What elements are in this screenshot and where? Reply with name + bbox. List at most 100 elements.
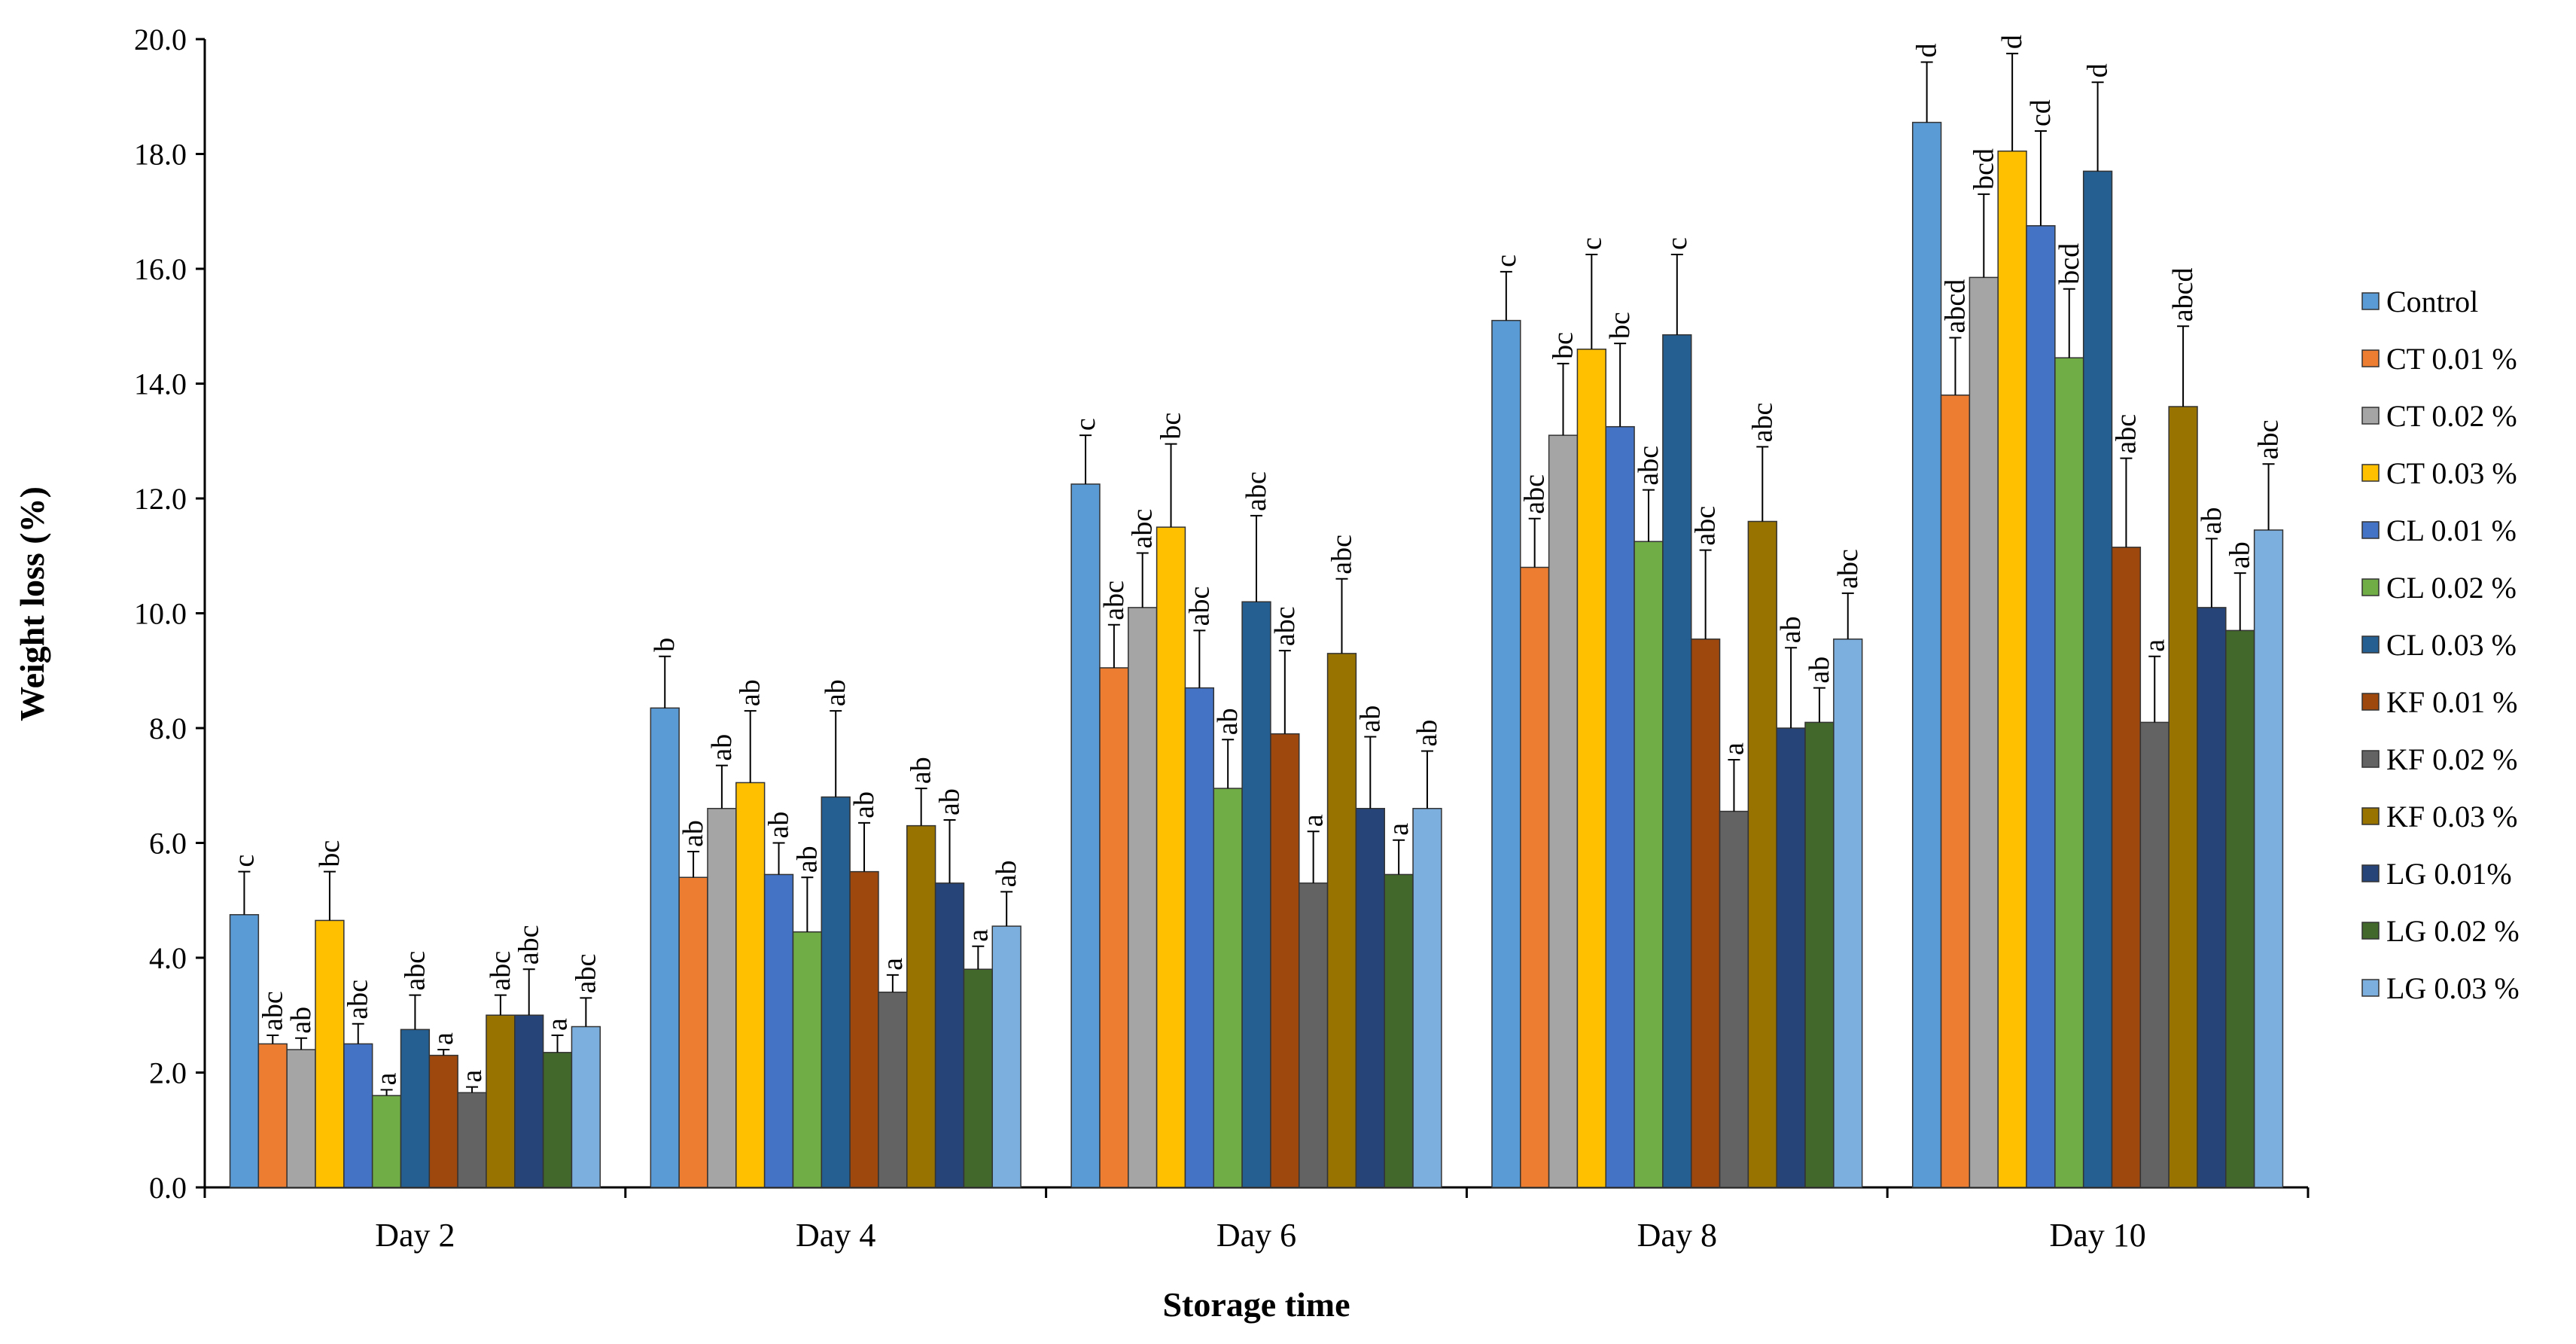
- legend-swatch: [2361, 807, 2380, 825]
- y-tick-label: 14.0: [134, 367, 187, 401]
- bar: [1634, 541, 1664, 1188]
- significance-label: a: [877, 958, 909, 971]
- significance-label: abcd: [2167, 268, 2199, 322]
- significance-label: ab: [848, 791, 880, 818]
- significance-label: abc: [513, 925, 545, 965]
- significance-label: bc: [1547, 332, 1579, 359]
- significance-label: d: [2082, 63, 2114, 78]
- y-tick-label: 2.0: [149, 1056, 187, 1090]
- legend-label: LG 0.01%: [2386, 857, 2512, 891]
- bar: [763, 873, 794, 1188]
- legend-swatch: [2361, 979, 2380, 997]
- bar: [1270, 733, 1300, 1188]
- significance-label: a: [962, 929, 994, 942]
- legend-label: CT 0.01 %: [2386, 342, 2517, 376]
- bar: [2082, 170, 2113, 1188]
- bar: [678, 876, 708, 1188]
- bar: [2054, 357, 2084, 1188]
- legend-label: CT 0.02 %: [2386, 399, 2517, 433]
- bar: [428, 1054, 458, 1188]
- bar: [229, 914, 260, 1188]
- significance-label: c: [228, 855, 260, 867]
- bar: [1747, 520, 1777, 1188]
- significance-label: bcd: [1968, 148, 1999, 190]
- significance-label: abc: [1690, 506, 1722, 546]
- legend: Control CT 0.01 % CT 0.02 % CT 0.03 % CL 0.0…: [2361, 285, 2520, 1005]
- y-tick-label: 16.0: [134, 252, 187, 286]
- legend-swatch: [2361, 521, 2380, 539]
- bar: [1605, 425, 1635, 1188]
- bar: [792, 931, 823, 1188]
- legend-swatch: [2361, 750, 2380, 768]
- bar: [1997, 150, 2027, 1188]
- bar: [707, 808, 737, 1188]
- significance-label: bc: [1156, 413, 1187, 440]
- legend-label: CL 0.03 %: [2386, 628, 2517, 662]
- significance-label: abc: [1519, 474, 1551, 514]
- significance-label: a: [371, 1072, 403, 1085]
- bar: [2168, 406, 2198, 1188]
- significance-label: a: [1718, 742, 1749, 755]
- y-tick-label: 4.0: [149, 941, 187, 975]
- legend-swatch: [2361, 292, 2380, 310]
- significance-label: c: [1576, 237, 1607, 250]
- bar: [2225, 629, 2255, 1188]
- significance-label: d: [1911, 44, 1943, 58]
- legend-label: KF 0.02 %: [2386, 742, 2517, 776]
- significance-label: ab: [934, 788, 966, 815]
- significance-label: abc: [1633, 446, 1664, 486]
- significance-label: a: [428, 1032, 459, 1045]
- bar: [906, 824, 936, 1188]
- bar: [1719, 810, 1749, 1188]
- legend-label: KF 0.03 %: [2386, 800, 2517, 834]
- bar: [878, 992, 908, 1188]
- bar: [514, 1014, 544, 1188]
- bar: [1298, 882, 1329, 1188]
- significance-label: abc: [399, 951, 431, 991]
- x-category-label: Day 6: [1216, 1217, 1296, 1254]
- legend-label: CT 0.03 %: [2386, 456, 2517, 490]
- y-tick-label: 6.0: [149, 827, 187, 861]
- y-tick-label: 8.0: [149, 712, 187, 745]
- legend-swatch: [2361, 693, 2380, 711]
- x-category-label: Day 2: [375, 1217, 455, 1254]
- bar: [571, 1026, 601, 1188]
- bar: [1099, 667, 1129, 1188]
- significance-label: d: [1996, 35, 2028, 49]
- significance-label: abc: [1098, 581, 1130, 620]
- y-tick-label: 18.0: [134, 138, 187, 172]
- bar-series-group: cabcabbcabcaabcaaabcabcaabcbabababababab…: [228, 35, 2285, 1188]
- y-tick-label: 0.0: [149, 1171, 187, 1205]
- significance-label: ab: [1411, 720, 1443, 747]
- bar: [1184, 687, 1215, 1188]
- bar: [1384, 873, 1414, 1188]
- significance-label: a: [456, 1070, 488, 1083]
- bar: [1662, 334, 1692, 1188]
- bar: [400, 1029, 431, 1188]
- significance-label: ab: [706, 734, 738, 761]
- significance-label: abc: [343, 980, 374, 1019]
- legend-swatch: [2361, 864, 2380, 882]
- y-tick-label: 20.0: [134, 23, 187, 56]
- significance-label: ab: [763, 812, 795, 839]
- bar: [315, 919, 345, 1188]
- bar: [1804, 721, 1835, 1188]
- bar: [1548, 434, 1579, 1188]
- significance-label: abc: [1832, 549, 1864, 589]
- significance-label: bc: [314, 840, 346, 867]
- bar: [1576, 349, 1606, 1188]
- bar: [457, 1092, 487, 1188]
- bar: [2139, 721, 2170, 1188]
- y-axis-title: Weight loss (%): [13, 486, 51, 721]
- significance-label: ab: [906, 757, 937, 784]
- bar: [2111, 547, 2142, 1188]
- significance-label: ab: [991, 860, 1022, 887]
- significance-label: a: [2139, 639, 2170, 652]
- bar: [486, 1014, 516, 1188]
- bar: [934, 882, 965, 1188]
- bar: [1213, 788, 1243, 1188]
- significance-label: bc: [1604, 312, 1636, 339]
- legend-swatch: [2361, 464, 2380, 482]
- significance-label: c: [1070, 418, 1101, 431]
